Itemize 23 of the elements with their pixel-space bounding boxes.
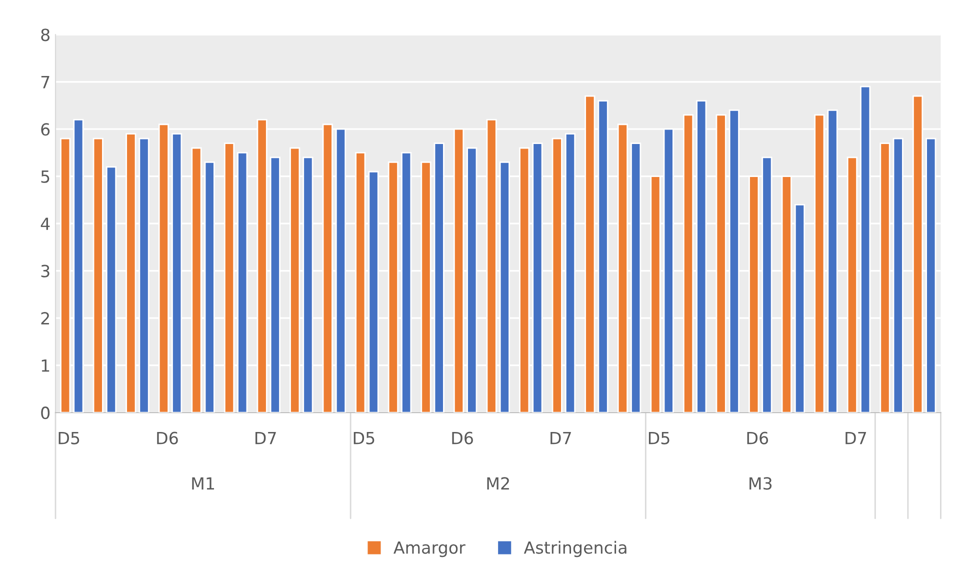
y-tick-label: 7 — [41, 76, 50, 88]
y-tick-label: 0 — [41, 406, 50, 420]
x-tick-label: D5 — [58, 432, 80, 444]
text: M3 — [750, 477, 772, 490]
x-tick-label: D7 — [550, 432, 571, 444]
y-tick-label: 5 — [41, 170, 50, 183]
y-tick-label: 4 — [40, 218, 50, 230]
y-tick-label: 3 — [41, 264, 50, 278]
y-tick-label: 2 — [41, 312, 49, 324]
y-tick-label: 8 — [41, 28, 50, 42]
x-tick-label: D5 — [354, 432, 374, 444]
x-tick-label: D6 — [747, 432, 768, 444]
x-tick-label: D6 — [452, 432, 473, 444]
text: M2 — [487, 477, 509, 490]
x-tick-label: D7 — [846, 432, 866, 444]
y-tick-label: 6 — [41, 123, 50, 136]
legend-label: Astringencia — [524, 540, 626, 558]
x-tick-label: D7 — [255, 432, 276, 444]
y-tick-label: 1 — [42, 359, 50, 372]
legend-label: Amargor — [394, 541, 466, 558]
x-tick-label: D5 — [648, 432, 670, 444]
x-tick-label: D6 — [157, 432, 178, 444]
text: M1 — [192, 477, 214, 490]
